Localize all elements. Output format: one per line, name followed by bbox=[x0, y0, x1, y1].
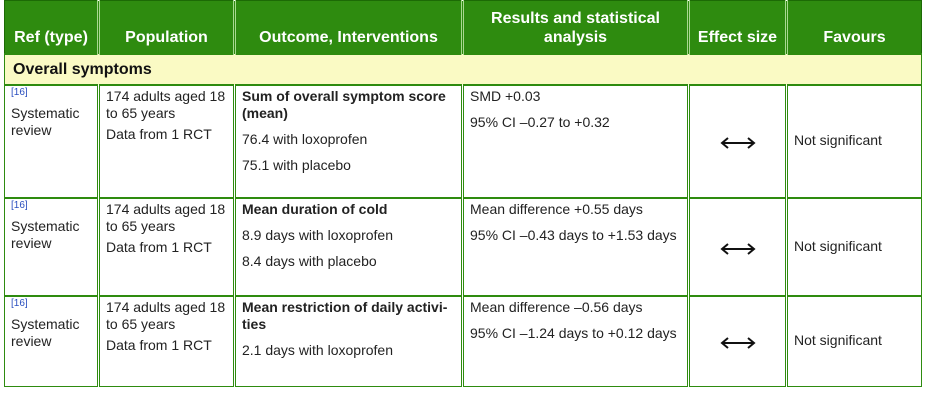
results-cell: Mean difference +0.55 days 95% CI –0.43 … bbox=[462, 197, 690, 297]
ref-type: Systematic review bbox=[11, 218, 80, 251]
ref-type: Systematic review bbox=[11, 316, 80, 349]
outcome-title: Mean duration of cold bbox=[242, 201, 388, 217]
header-population: Population bbox=[98, 0, 236, 55]
effect-size-cell bbox=[688, 295, 788, 387]
favours-cell: Not significant bbox=[786, 84, 922, 199]
population-cell: 174 adults aged 18 to 65 years Data from… bbox=[98, 197, 236, 297]
population-cell: 174 adults aged 18 to 65 years Data from… bbox=[98, 84, 236, 199]
evidence-table: Ref (type) Population Outcome, Intervent… bbox=[4, 0, 922, 387]
double-arrow-icon bbox=[719, 126, 757, 156]
header-effect-size: Effect size bbox=[688, 0, 788, 55]
result-estimate: SMD +0.03 bbox=[470, 88, 541, 104]
reference-link[interactable]: [16] bbox=[11, 298, 28, 310]
double-arrow-icon bbox=[719, 231, 757, 261]
table-row: [16] Systematic review 174 adults aged 1… bbox=[4, 197, 922, 297]
section-row: Overall symptoms bbox=[4, 53, 922, 86]
effect-size-cell bbox=[688, 197, 788, 297]
effect-size-cell bbox=[688, 84, 788, 199]
intervention-text: 8.4 days with placebo bbox=[242, 253, 377, 269]
population-source: Data from 1 RCT bbox=[106, 239, 212, 255]
outcome-cell: Sum of overall symptom score (mean) 76.4… bbox=[234, 84, 464, 199]
outcome-cell: Mean duration of cold 8.9 days with loxo… bbox=[234, 197, 464, 297]
results-cell: SMD +0.03 95% CI –0.27 to +0.32 bbox=[462, 84, 690, 199]
reference-link[interactable]: [16] bbox=[11, 87, 28, 99]
favours-cell: Not significant bbox=[786, 295, 922, 387]
section-title: Overall symptoms bbox=[4, 53, 922, 86]
ref-cell: [16] Systematic review bbox=[4, 197, 100, 297]
header-outcome: Outcome, Interventions bbox=[234, 0, 464, 55]
result-ci: 95% CI –0.27 to +0.32 bbox=[470, 114, 610, 130]
header-results: Results and statistical analysis bbox=[462, 0, 690, 55]
header-favours: Favours bbox=[786, 0, 922, 55]
outcome-cell: Mean restriction of daily activi-ties 2.… bbox=[234, 295, 464, 387]
double-arrow-icon bbox=[719, 326, 757, 356]
population-source: Data from 1 RCT bbox=[106, 126, 212, 142]
table-row: [16] Systematic review 174 adults aged 1… bbox=[4, 295, 922, 387]
population-text: 174 adults aged 18 to 65 years bbox=[106, 88, 226, 121]
result-ci: 95% CI –0.43 days to +1.53 days bbox=[470, 227, 677, 243]
result-estimate: Mean difference –0.56 days bbox=[470, 299, 643, 315]
ref-cell: [16] Systematic review bbox=[4, 84, 100, 199]
result-estimate: Mean difference +0.55 days bbox=[470, 201, 643, 217]
outcome-title: Sum of overall symptom score (mean) bbox=[242, 88, 446, 121]
favours-cell: Not significant bbox=[786, 197, 922, 297]
population-text: 174 adults aged 18 to 65 years bbox=[106, 201, 226, 234]
intervention-text: 75.1 with placebo bbox=[242, 157, 351, 173]
population-text: 174 adults aged 18 to 65 years bbox=[106, 299, 226, 332]
reference-link[interactable]: [16] bbox=[11, 200, 28, 212]
ref-type: Systematic review bbox=[11, 105, 80, 138]
outcome-title: Mean restriction of daily activi-ties bbox=[242, 299, 448, 332]
header-row: Ref (type) Population Outcome, Intervent… bbox=[4, 0, 922, 55]
intervention-text: 76.4 with loxoprofen bbox=[242, 131, 368, 147]
intervention-text: 8.9 days with loxoprofen bbox=[242, 227, 393, 243]
header-ref: Ref (type) bbox=[4, 0, 100, 55]
population-cell: 174 adults aged 18 to 65 years Data from… bbox=[98, 295, 236, 387]
table-row: [16] Systematic review 174 adults aged 1… bbox=[4, 84, 922, 199]
intervention-text: 2.1 days with loxoprofen bbox=[242, 342, 393, 358]
result-ci: 95% CI –1.24 days to +0.12 days bbox=[470, 325, 677, 341]
results-cell: Mean difference –0.56 days 95% CI –1.24 … bbox=[462, 295, 690, 387]
population-source: Data from 1 RCT bbox=[106, 337, 212, 353]
ref-cell: [16] Systematic review bbox=[4, 295, 100, 387]
